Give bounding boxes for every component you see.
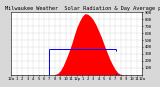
Text: Milwaukee Weather  Solar Radiation & Day Average per Minute W/m2 (Today): Milwaukee Weather Solar Radiation & Day … bbox=[5, 6, 160, 11]
